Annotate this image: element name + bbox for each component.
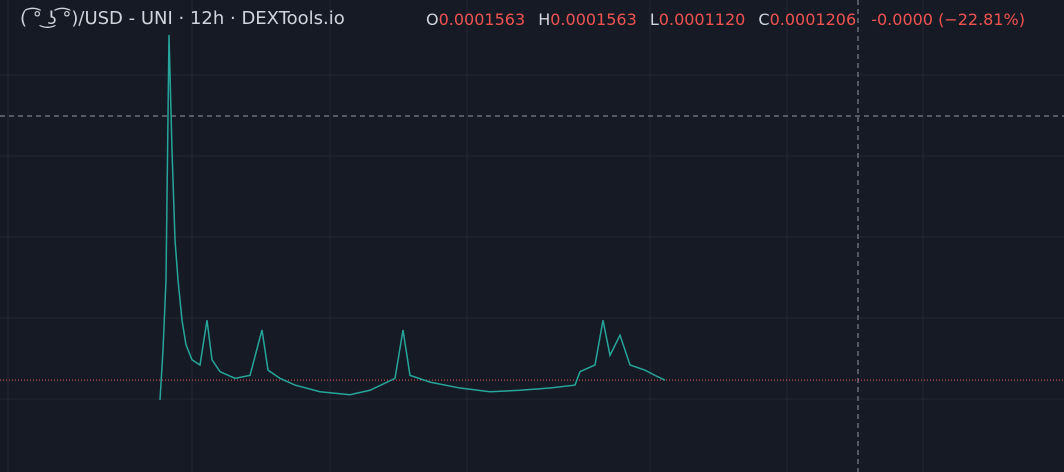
plot — [0, 34, 1064, 401]
ohlc: O0.0001563 H0.0001563 L0.0001120 C0.0001… — [426, 10, 1025, 29]
legend-header: ( ͡° ͜ʖ ͡°)/USD - UNI · 12h · DEXTools.i… — [20, 6, 1025, 29]
label: O — [426, 10, 439, 29]
label: H — [538, 10, 550, 29]
chart-title: ( ͡° ͜ʖ ͡°)/USD - UNI · 12h · DEXTools.i… — [20, 6, 345, 29]
value: 0.0001120 — [659, 10, 746, 29]
price-line — [159, 34, 666, 401]
change: -0.0000 (−22.81%) — [871, 10, 1025, 29]
value: 0.0001563 — [550, 10, 637, 29]
value: 0.0001563 — [439, 10, 526, 29]
label: L — [650, 10, 659, 29]
value: 0.0001206 — [770, 10, 857, 29]
label: C — [758, 10, 769, 29]
